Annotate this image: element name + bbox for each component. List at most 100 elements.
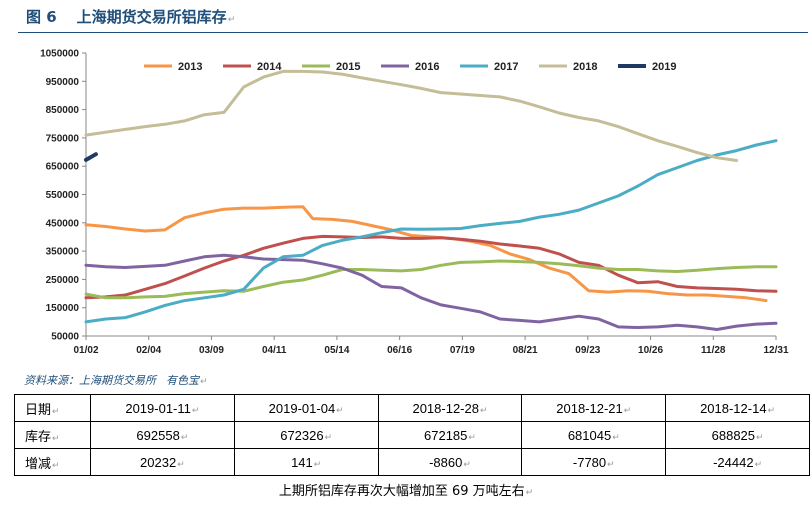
figure-number: 图 6 <box>26 8 57 26</box>
cell-value: 692558 <box>136 427 180 443</box>
paragraph-mark-icon: ↵ <box>52 459 60 470</box>
paragraph-mark-icon: ↵ <box>313 458 322 469</box>
aluminum-inventory-chart: 50000 150000 250000 350000 450000 550000 65000… <box>40 49 789 357</box>
cell-value: 2019-01-04 <box>268 400 336 416</box>
row-label: 库存↵ <box>14 421 91 449</box>
cell-value: 672326 <box>280 427 324 443</box>
x-tick-label: 11/28 <box>701 345 726 356</box>
legend-label-2018: 2018 <box>573 61 597 73</box>
cell-value: 2018-12-28 <box>412 400 479 416</box>
x-tick-label: 06/16 <box>387 345 412 356</box>
table-cell: 672326↵ <box>233 421 379 449</box>
series-line-2013 <box>84 205 768 303</box>
paragraph-mark-icon: ↵ <box>479 404 488 415</box>
table-cell: 2018-12-21↵ <box>521 394 667 422</box>
source-label: 资料来源：上海期货交易所 <box>24 374 156 387</box>
table-cell: -24442↵ <box>665 448 810 476</box>
y-tick-label: 550000 <box>46 190 80 201</box>
x-axis-ticks: 01/02 02/04 03/09 04/11 05/14 06/16 07/19 08/21… <box>73 336 789 356</box>
paragraph-mark-icon: ↵ <box>324 431 333 442</box>
paragraph-mark-icon: ↵ <box>191 404 200 415</box>
x-tick-label: 12/31 <box>763 345 788 356</box>
series-line-2019 <box>84 152 98 162</box>
x-tick-label: 07/19 <box>450 345 475 356</box>
table-cell: -7780↵ <box>521 448 667 476</box>
table-row: 日期↵ 2019-01-11↵ 2019-01-04↵ 2018-12-28↵ 2018… <box>14 394 810 422</box>
y-tick-label: 250000 <box>46 275 80 286</box>
x-tick-label: 01/02 <box>73 345 98 356</box>
chart-caption: 上期所铝库存再次大幅增加至 69 万吨左右↵ <box>0 480 812 499</box>
title-divider <box>18 32 808 33</box>
y-tick-label: 650000 <box>46 162 80 173</box>
cell-value: 688825 <box>711 427 756 443</box>
series-line-2018 <box>84 69 739 162</box>
y-tick-label: 450000 <box>46 218 80 229</box>
legend-label-2017: 2017 <box>494 61 518 73</box>
paragraph-mark-icon: ↵ <box>180 431 189 442</box>
cell-value: -8860 <box>429 454 463 470</box>
x-tick-label: 04/11 <box>262 345 287 356</box>
legend-label-2014: 2014 <box>257 61 282 73</box>
table-cell: 692558↵ <box>90 421 235 449</box>
paragraph-mark-icon: ↵ <box>336 404 344 415</box>
table-cell: 2018-12-28↵ <box>377 394 523 422</box>
y-tick-label: 750000 <box>46 133 80 144</box>
paragraph-mark-icon: ↵ <box>756 431 764 442</box>
y-axis-ticks: 50000 150000 250000 350000 450000 550000 65000… <box>40 49 86 343</box>
paragraph-mark-icon: ↵ <box>52 432 60 443</box>
series-line-2014 <box>84 234 778 300</box>
legend-label-2013: 2013 <box>178 61 202 73</box>
x-tick-label: 10/26 <box>638 345 663 356</box>
table-cell: -8860↵ <box>377 448 523 476</box>
table-row: 库存↵ 692558↵ 672326↵ 672185↵ 681045↵ 688825↵ <box>14 421 810 449</box>
figure-title-text: 上海期货交易所铝库存 <box>76 8 227 26</box>
y-tick-label: 950000 <box>46 77 80 88</box>
inventory-table: 日期↵ 2019-01-11↵ 2019-01-04↵ 2018-12-28↵ 2018… <box>14 394 810 476</box>
row-label: 增减↵ <box>14 448 91 476</box>
legend-label-2016: 2016 <box>415 61 439 73</box>
paragraph-mark-icon: ↵ <box>200 377 208 387</box>
table-cell: 20232↵ <box>90 448 235 476</box>
cell-value: 681045 <box>567 427 612 443</box>
chart-legend: 2013 2014 2015 2016 2017 2018 2019 <box>144 61 676 73</box>
table-row: 增减↵ 20232↵ 141↵ -8860↵ -7780↵ -24442↵ <box>14 448 810 476</box>
cell-value: 2019-01-11 <box>125 400 191 416</box>
legend-label-2015: 2015 <box>336 61 360 73</box>
table-cell: 2019-01-04↵ <box>233 394 379 422</box>
y-tick-label: 150000 <box>46 303 80 314</box>
cell-value: 141 <box>291 454 313 470</box>
table-cell: 141↵ <box>233 448 379 476</box>
cell-value: -7780 <box>572 454 607 470</box>
y-tick-label: 350000 <box>46 247 80 258</box>
paragraph-mark-icon: ↵ <box>177 458 185 469</box>
x-tick-label: 03/09 <box>199 345 224 356</box>
y-tick-label: 1050000 <box>40 49 79 60</box>
table-cell: 681045↵ <box>521 421 667 449</box>
cell-value: 20232 <box>140 454 177 470</box>
x-tick-label: 09/23 <box>575 345 600 356</box>
series-line-2015 <box>84 259 778 300</box>
source-org: 有色宝 <box>166 374 199 387</box>
table-cell: 688825↵ <box>665 421 810 449</box>
chart-series <box>84 69 778 331</box>
legend-label-2019: 2019 <box>652 61 676 73</box>
paragraph-mark-icon: ↵ <box>607 458 615 469</box>
cell-value: 2018-12-21 <box>556 400 623 416</box>
cell-value: 2018-12-14 <box>700 400 767 416</box>
table-cell: 2018-12-14↵ <box>665 394 810 422</box>
paragraph-mark-icon: ↵ <box>612 431 620 442</box>
caption-text: 上期所铝库存再次大幅增加至 69 万吨左右 <box>278 484 525 499</box>
paragraph-mark-icon: ↵ <box>52 405 60 416</box>
paragraph-mark-icon: ↵ <box>525 488 534 498</box>
series-line-2017 <box>84 139 778 324</box>
series-line-2016 <box>84 253 778 331</box>
row-label: 日期↵ <box>14 394 91 422</box>
table-cell: 672185↵ <box>377 421 523 449</box>
paragraph-mark-icon: ↵ <box>767 404 776 415</box>
paragraph-mark-icon: ↵ <box>623 404 632 415</box>
paragraph-mark-icon: ↵ <box>468 431 476 442</box>
cell-value: 672185 <box>424 427 468 443</box>
x-tick-label: 02/04 <box>136 345 161 356</box>
table-cell: 2019-01-11↵ <box>90 394 235 422</box>
cell-value: -24442 <box>713 454 754 470</box>
